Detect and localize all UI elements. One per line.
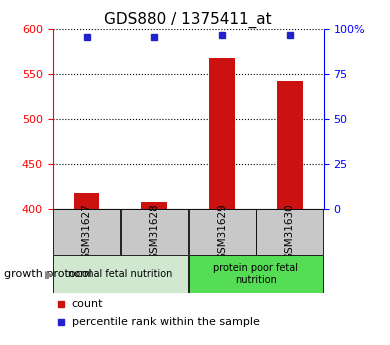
Bar — [53, 255, 188, 293]
Bar — [188, 209, 255, 255]
Bar — [74, 193, 99, 209]
Text: count: count — [72, 299, 103, 309]
Bar — [277, 81, 303, 209]
Bar — [53, 209, 120, 255]
Bar — [121, 209, 188, 255]
Bar — [142, 203, 167, 209]
Text: percentile rank within the sample: percentile rank within the sample — [72, 317, 259, 327]
Title: GDS880 / 1375411_at: GDS880 / 1375411_at — [105, 12, 272, 28]
Text: GSM31627: GSM31627 — [82, 204, 92, 260]
Text: GSM31630: GSM31630 — [285, 204, 295, 260]
Bar — [256, 209, 323, 255]
Text: protein poor fetal
nutrition: protein poor fetal nutrition — [213, 264, 298, 285]
Text: ▶: ▶ — [44, 269, 53, 279]
Text: GSM31629: GSM31629 — [217, 204, 227, 260]
Text: normal fetal nutrition: normal fetal nutrition — [68, 269, 173, 279]
Bar — [209, 58, 235, 209]
Bar — [188, 255, 323, 293]
Text: GSM31628: GSM31628 — [149, 204, 159, 260]
Text: growth protocol: growth protocol — [4, 269, 92, 279]
